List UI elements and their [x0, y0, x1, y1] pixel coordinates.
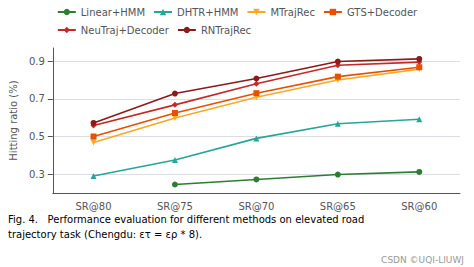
- svg-text:Linear+HMM: Linear+HMM: [81, 7, 145, 18]
- svg-text:0.7: 0.7: [29, 93, 45, 104]
- svg-text:SR@60: SR@60: [401, 201, 437, 212]
- svg-text:Hitting ratio (%): Hitting ratio (%): [8, 80, 19, 160]
- svg-text:SR@70: SR@70: [238, 201, 274, 212]
- svg-text:SR@75: SR@75: [157, 201, 193, 212]
- svg-text:NeuTraj+Decoder: NeuTraj+Decoder: [81, 25, 170, 36]
- svg-text:Fig. 4. Performance evaluati: Fig. 4. Performance evaluation for diffe…: [8, 214, 364, 225]
- svg-text:GTS+Decoder: GTS+Decoder: [347, 7, 418, 18]
- svg-text:CSDN ©UQI-LIUWJ: CSDN ©UQI-LIUWJ: [381, 255, 464, 265]
- svg-text:0.3: 0.3: [29, 169, 45, 180]
- svg-text:MTrajRec: MTrajRec: [270, 7, 314, 18]
- svg-text:SR@80: SR@80: [76, 201, 112, 212]
- svg-text:SR@65: SR@65: [320, 201, 356, 212]
- svg-text:0.5: 0.5: [29, 131, 45, 142]
- svg-text:0.9: 0.9: [29, 56, 45, 67]
- svg-text:RNTrajRec: RNTrajRec: [201, 25, 251, 36]
- svg-text:DHTR+HMM: DHTR+HMM: [177, 7, 238, 18]
- svg-text:trajectory task (Chengdu: ετ =: trajectory task (Chengdu: ετ = ερ * 8).: [8, 229, 202, 240]
